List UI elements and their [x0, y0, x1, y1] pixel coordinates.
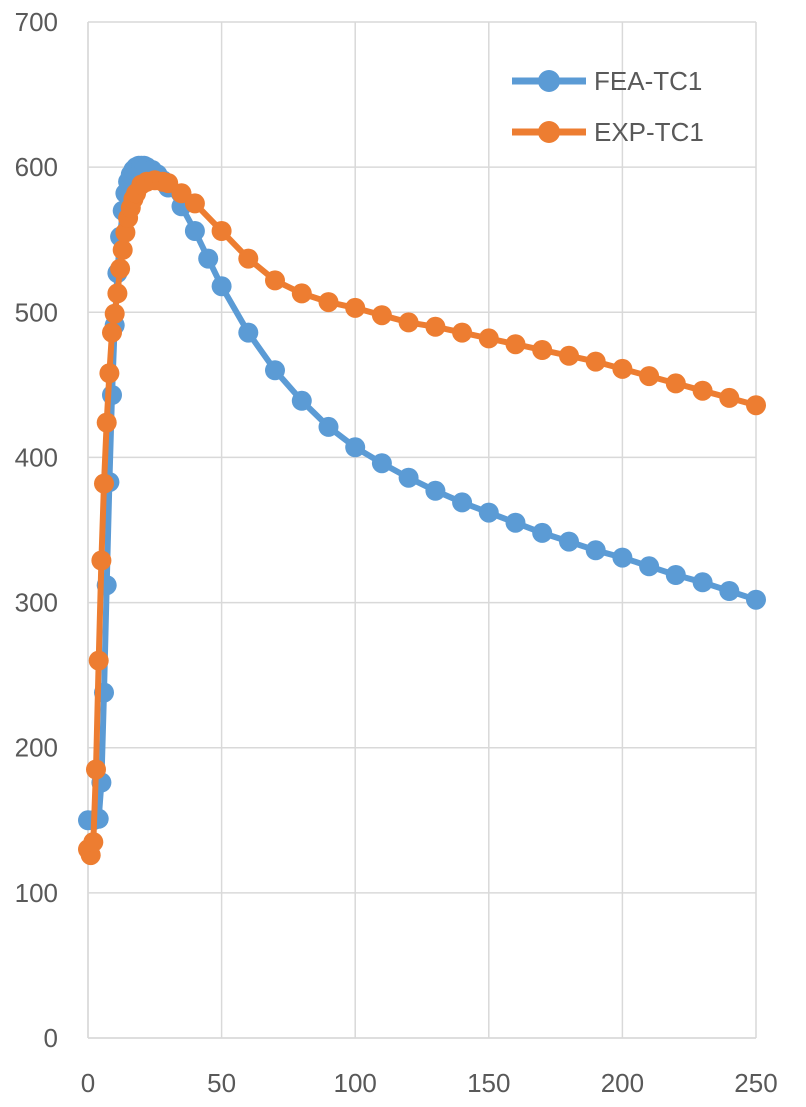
series-fea-tc1	[78, 155, 766, 831]
data-point-fea-tc1-31	[291, 390, 312, 411]
data-point-fea-tc1-35	[398, 467, 419, 488]
series-layer	[78, 155, 766, 866]
data-point-fea-tc1-44	[639, 556, 660, 577]
data-point-exp-tc1-3	[86, 759, 106, 780]
data-point-fea-tc1-39	[505, 512, 526, 533]
data-point-fea-tc1-28	[211, 276, 232, 297]
y-tick-label-300: 300	[15, 588, 58, 618]
gridlines	[87, 21, 757, 1039]
data-point-exp-tc1-39	[559, 345, 579, 366]
data-point-exp-tc1-27	[238, 248, 259, 269]
data-point-exp-tc1-43	[665, 373, 686, 394]
y-tick-label-500: 500	[15, 297, 58, 327]
x-tick-label-250: 250	[734, 1068, 777, 1098]
data-point-exp-tc1-38	[532, 340, 553, 360]
data-point-fea-tc1-26	[184, 221, 205, 241]
legend: FEA-TC1 EXP-TC1	[512, 66, 704, 147]
data-point-fea-tc1-29	[238, 322, 259, 343]
data-point-exp-tc1-26	[211, 221, 232, 241]
series-line-exp-tc1	[85, 177, 759, 859]
data-point-fea-tc1-36	[425, 480, 446, 501]
x-tick-label-50: 50	[207, 1068, 236, 1098]
data-point-fea-tc1-42	[585, 540, 606, 561]
data-point-fea-tc1-41	[559, 531, 579, 552]
data-point-exp-tc1-29	[291, 283, 312, 304]
data-point-fea-tc1-46	[692, 572, 713, 593]
x-tick-label-100: 100	[334, 1068, 377, 1098]
data-point-fea-tc1-27	[198, 248, 219, 269]
data-point-exp-tc1-36	[478, 328, 499, 349]
data-point-fea-tc1-30	[265, 360, 285, 381]
x-tick-label-200: 200	[601, 1068, 644, 1098]
legend-swatch-fea-tc1-marker	[538, 70, 560, 92]
y-axis-tick-labels: 0 100 200 300 400 500 600 700	[15, 7, 58, 1053]
legend-label-fea-tc1: FEA-TC1	[594, 66, 702, 96]
data-point-exp-tc1-31	[345, 297, 366, 318]
data-point-fea-tc1-48	[746, 589, 766, 610]
data-point-exp-tc1-11	[107, 283, 128, 304]
data-point-exp-tc1-28	[265, 270, 285, 291]
legend-swatch-exp-tc1-marker	[538, 121, 560, 143]
data-point-exp-tc1-2	[83, 832, 104, 853]
series-exp-tc1	[78, 170, 766, 866]
data-point-fea-tc1-33	[345, 437, 366, 458]
x-tick-label-0: 0	[81, 1068, 95, 1098]
data-point-exp-tc1-42	[639, 366, 660, 387]
data-point-exp-tc1-8	[99, 363, 120, 384]
data-point-exp-tc1-4	[88, 650, 109, 671]
data-point-fea-tc1-47	[719, 581, 740, 601]
data-point-fea-tc1-38	[478, 502, 499, 523]
data-point-exp-tc1-37	[505, 334, 526, 355]
data-point-fea-tc1-45	[665, 565, 686, 585]
axes	[87, 22, 756, 1039]
data-point-exp-tc1-44	[692, 380, 713, 401]
data-point-exp-tc1-12	[110, 258, 131, 279]
y-tick-label-200: 200	[15, 733, 58, 763]
series-line-fea-tc1	[85, 162, 759, 824]
y-tick-label-600: 600	[15, 152, 58, 182]
x-axis-tick-labels: 0 50 100 150 200 250	[81, 1068, 778, 1098]
data-point-exp-tc1-7	[96, 412, 117, 433]
x-tick-label-150: 150	[467, 1068, 510, 1098]
y-tick-label-0: 0	[44, 1023, 58, 1053]
data-point-exp-tc1-5	[91, 550, 112, 571]
y-tick-label-400: 400	[15, 442, 58, 472]
data-point-fea-tc1-37	[452, 492, 473, 513]
legend-item-exp-tc1: EXP-TC1	[512, 117, 704, 147]
data-point-exp-tc1-30	[318, 292, 339, 313]
data-point-fea-tc1-43	[612, 547, 633, 568]
data-point-exp-tc1-6	[94, 473, 114, 494]
data-point-exp-tc1-33	[398, 312, 419, 333]
data-point-exp-tc1-35	[452, 322, 473, 343]
legend-label-exp-tc1: EXP-TC1	[594, 117, 704, 147]
data-point-exp-tc1-25	[184, 193, 205, 214]
data-point-fea-tc1-34	[371, 453, 392, 474]
data-point-exp-tc1-40	[585, 351, 606, 372]
data-point-exp-tc1-10	[104, 303, 125, 324]
data-point-fea-tc1-40	[532, 522, 553, 543]
data-point-exp-tc1-9	[102, 322, 122, 343]
y-tick-label-100: 100	[15, 878, 58, 908]
data-point-exp-tc1-41	[612, 358, 633, 379]
data-point-exp-tc1-32	[371, 305, 392, 326]
y-tick-label-700: 700	[15, 7, 58, 37]
data-point-exp-tc1-13	[112, 239, 133, 260]
legend-item-fea-tc1: FEA-TC1	[512, 66, 702, 96]
data-point-exp-tc1-46	[746, 395, 766, 416]
data-point-exp-tc1-45	[719, 387, 740, 408]
data-point-fea-tc1-32	[318, 416, 339, 437]
data-point-exp-tc1-34	[425, 316, 446, 337]
